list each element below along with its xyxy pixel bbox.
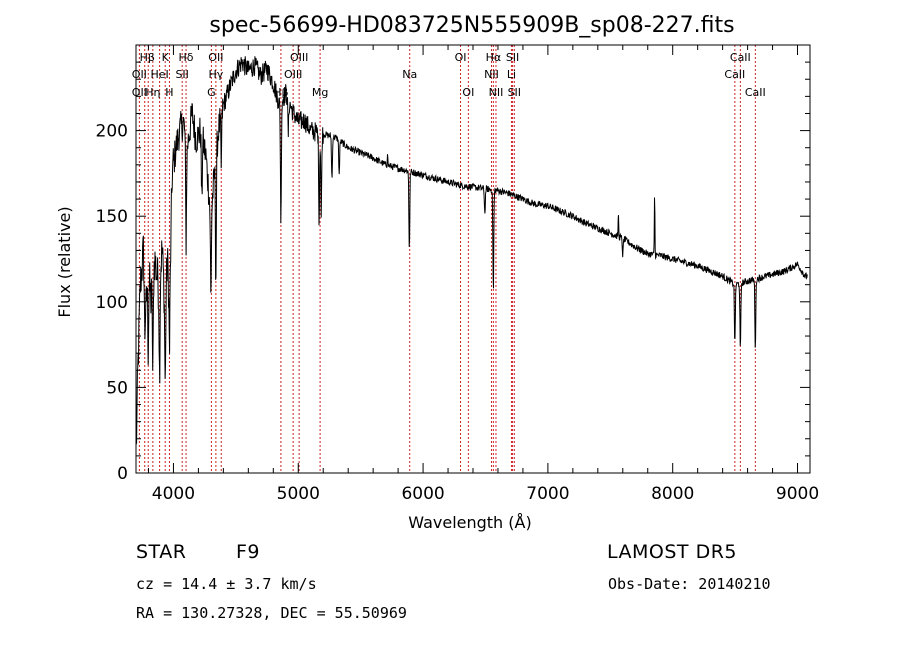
line-label: SII: [175, 68, 188, 81]
x-tick-label-4000: 4000: [152, 484, 195, 504]
line-label: SII: [508, 86, 521, 99]
y-tick-label-100: 100: [96, 293, 128, 313]
line-label: NII: [489, 86, 504, 99]
redshift-value: cz = 14.4 ± 3.7 km/s: [136, 575, 317, 593]
line-label: H: [165, 86, 173, 99]
spectrum-line: [135, 56, 808, 445]
line-label: OIII: [290, 51, 308, 64]
line-markers-layer: [138, 45, 756, 473]
line-label: OI: [455, 51, 467, 64]
line-label: Hα: [486, 51, 502, 64]
y-tick-label-50: 50: [106, 378, 128, 398]
line-label: CaII: [730, 51, 751, 64]
coordinates: RA = 130.27328, DEC = 55.50969: [136, 604, 407, 622]
chart-title: spec-56699-HD083725N555909B_sp08-227.fit…: [209, 13, 734, 38]
line-label: CaII: [724, 68, 745, 81]
x-tick-label-5000: 5000: [277, 484, 320, 504]
y-tick-label-200: 200: [96, 122, 128, 142]
line-label: G: [207, 86, 216, 99]
line-label: OII: [208, 51, 223, 64]
spectral-subclass: F9: [236, 541, 261, 563]
y-tick-label-150: 150: [96, 207, 128, 227]
line-label: NII: [484, 68, 499, 81]
survey-name: LAMOST DR5: [607, 541, 737, 563]
y-tick-label-0: 0: [117, 464, 128, 484]
line-label: HeI: [150, 68, 168, 81]
line-label: CaII: [745, 86, 766, 99]
line-label: OIII: [284, 68, 302, 81]
line-label: Na: [402, 68, 417, 81]
x-tick-label-8000: 8000: [651, 484, 694, 504]
x-tick-label-6000: 6000: [401, 484, 444, 504]
x-tick-label-7000: 7000: [526, 484, 569, 504]
line-label: Hδ: [179, 51, 194, 64]
plot-frame: [135, 44, 811, 474]
line-label: SII: [506, 51, 519, 64]
line-label: Mg: [312, 86, 328, 99]
object-class: STAR: [136, 541, 187, 563]
x-tick-label-9000: 9000: [776, 484, 819, 504]
axis-ticks-layer: 4000 5000 6000 7000 8000 9000 0 50 100 150 200: [96, 45, 819, 504]
line-label: Hγ: [208, 68, 223, 81]
observation-date: Obs-Date: 20140210: [608, 575, 771, 593]
line-label: Hη: [145, 86, 160, 99]
y-axis-label: Flux (relative): [55, 206, 74, 317]
line-label: K: [162, 51, 170, 64]
line-label: Hβ: [140, 51, 155, 64]
x-axis-label: Wavelength (Å): [408, 513, 531, 532]
line-label: OI: [462, 86, 474, 99]
line-label: Li: [507, 68, 516, 81]
